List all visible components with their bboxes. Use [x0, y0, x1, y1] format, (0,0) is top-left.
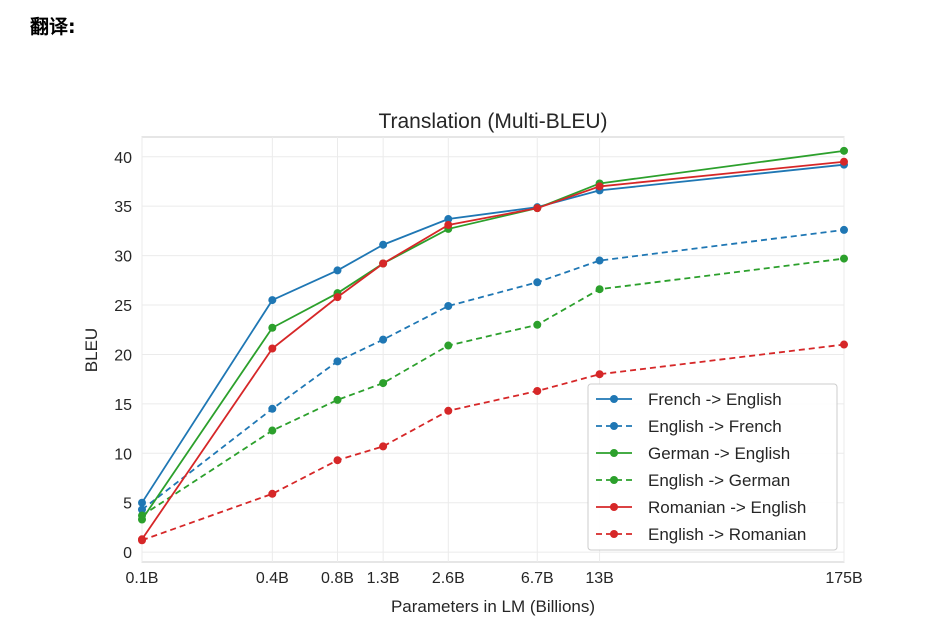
data-point — [444, 341, 453, 350]
legend-marker — [610, 449, 618, 457]
series-line — [141, 257, 845, 517]
series-line — [141, 160, 845, 540]
data-point — [138, 498, 146, 507]
y-tick-label: 20 — [114, 347, 132, 364]
series-line — [141, 229, 845, 511]
series-4 — [138, 157, 848, 544]
legend-marker — [610, 395, 618, 403]
x-tick-label: 13B — [585, 570, 613, 587]
data-point — [333, 266, 342, 275]
data-point — [268, 404, 277, 413]
legend-marker — [610, 422, 618, 430]
series-5 — [138, 340, 848, 545]
data-point — [840, 340, 848, 349]
data-point — [444, 220, 453, 229]
legend: French -> English English -> French German… — [587, 383, 838, 551]
data-point — [444, 406, 453, 415]
legend-marker — [610, 530, 618, 538]
series-lines — [138, 146, 848, 545]
x-tick-label: 2.6B — [432, 570, 465, 587]
data-point — [138, 536, 146, 545]
data-point — [268, 344, 277, 353]
y-tick-labels: 0 5 10 15 20 25 30 35 40 — [114, 150, 132, 562]
page-heading: 翻译: — [30, 16, 76, 38]
data-point — [444, 302, 453, 311]
legend-label: English -> Romanian — [648, 525, 806, 544]
data-point — [333, 357, 342, 366]
y-axis-label: BLEU — [82, 328, 101, 372]
data-point — [333, 395, 342, 404]
data-point — [333, 293, 342, 302]
legend-item: French -> English — [596, 390, 782, 409]
data-point — [840, 254, 848, 263]
data-point — [595, 370, 604, 379]
series-line — [141, 343, 845, 542]
x-tick-labels: 0.1B 0.4B 0.8B 1.3B 2.6B 6.7B 13B 175B — [126, 570, 863, 587]
chart-title: Translation (Multi-BLEU) — [378, 110, 607, 133]
x-tick-label: 6.7B — [521, 570, 554, 587]
x-axis-label: Parameters in LM (Billions) — [391, 597, 595, 616]
data-point — [840, 225, 848, 234]
series-3 — [138, 254, 848, 520]
legend-item: English -> French — [596, 417, 782, 436]
y-tick-label: 35 — [114, 199, 132, 216]
data-point — [595, 182, 604, 191]
data-point — [444, 215, 453, 224]
series-1 — [138, 225, 848, 514]
data-point — [379, 259, 388, 268]
data-point — [268, 489, 277, 498]
legend-item: English -> Romanian — [596, 525, 806, 544]
legend-item: Romanian -> English — [596, 498, 806, 517]
data-point — [533, 387, 542, 396]
data-point — [138, 511, 146, 520]
x-tick-label: 1.3B — [367, 570, 400, 587]
series-line — [141, 149, 845, 521]
x-tick-label: 0.1B — [126, 570, 159, 587]
data-point — [138, 505, 146, 514]
legend-label: French -> English — [648, 390, 782, 409]
data-point — [379, 442, 388, 451]
data-point — [595, 285, 604, 294]
x-tick-label: 0.4B — [256, 570, 289, 587]
legend-item: English -> German — [596, 471, 790, 490]
y-tick-label: 25 — [114, 298, 132, 315]
y-tick-label: 5 — [123, 496, 132, 513]
data-point — [268, 296, 277, 305]
legend-marker — [610, 503, 618, 511]
data-point — [840, 157, 848, 166]
data-point — [333, 456, 342, 465]
y-tick-label: 30 — [114, 249, 132, 266]
data-point — [268, 323, 277, 332]
data-point — [840, 146, 848, 155]
y-tick-label: 15 — [114, 397, 132, 414]
legend-item: German -> English — [596, 444, 790, 463]
data-point — [379, 379, 388, 388]
legend-label: English -> German — [648, 471, 790, 490]
legend-label: German -> English — [648, 444, 790, 463]
data-point — [595, 256, 604, 265]
data-point — [533, 320, 542, 329]
x-tick-label: 0.8B — [321, 570, 354, 587]
data-point — [379, 335, 388, 344]
legend-box — [587, 383, 838, 551]
legend-label: English -> French — [648, 417, 782, 436]
legend-label: Romanian -> English — [648, 498, 806, 517]
y-tick-label: 10 — [114, 446, 132, 463]
data-point — [379, 240, 388, 249]
legend-marker — [610, 476, 618, 484]
y-tick-label: 0 — [123, 545, 132, 562]
data-point — [268, 426, 277, 435]
y-tick-label: 40 — [114, 150, 132, 167]
x-tick-label: 175B — [825, 570, 862, 587]
data-point — [533, 204, 542, 213]
series-line — [141, 163, 845, 504]
data-point — [533, 278, 542, 287]
